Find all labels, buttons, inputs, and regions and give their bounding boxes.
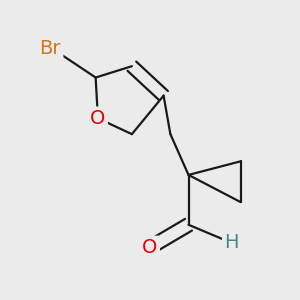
Text: O: O [142, 238, 158, 257]
Text: O: O [90, 109, 106, 128]
Text: Br: Br [40, 39, 61, 58]
Text: H: H [224, 233, 239, 252]
